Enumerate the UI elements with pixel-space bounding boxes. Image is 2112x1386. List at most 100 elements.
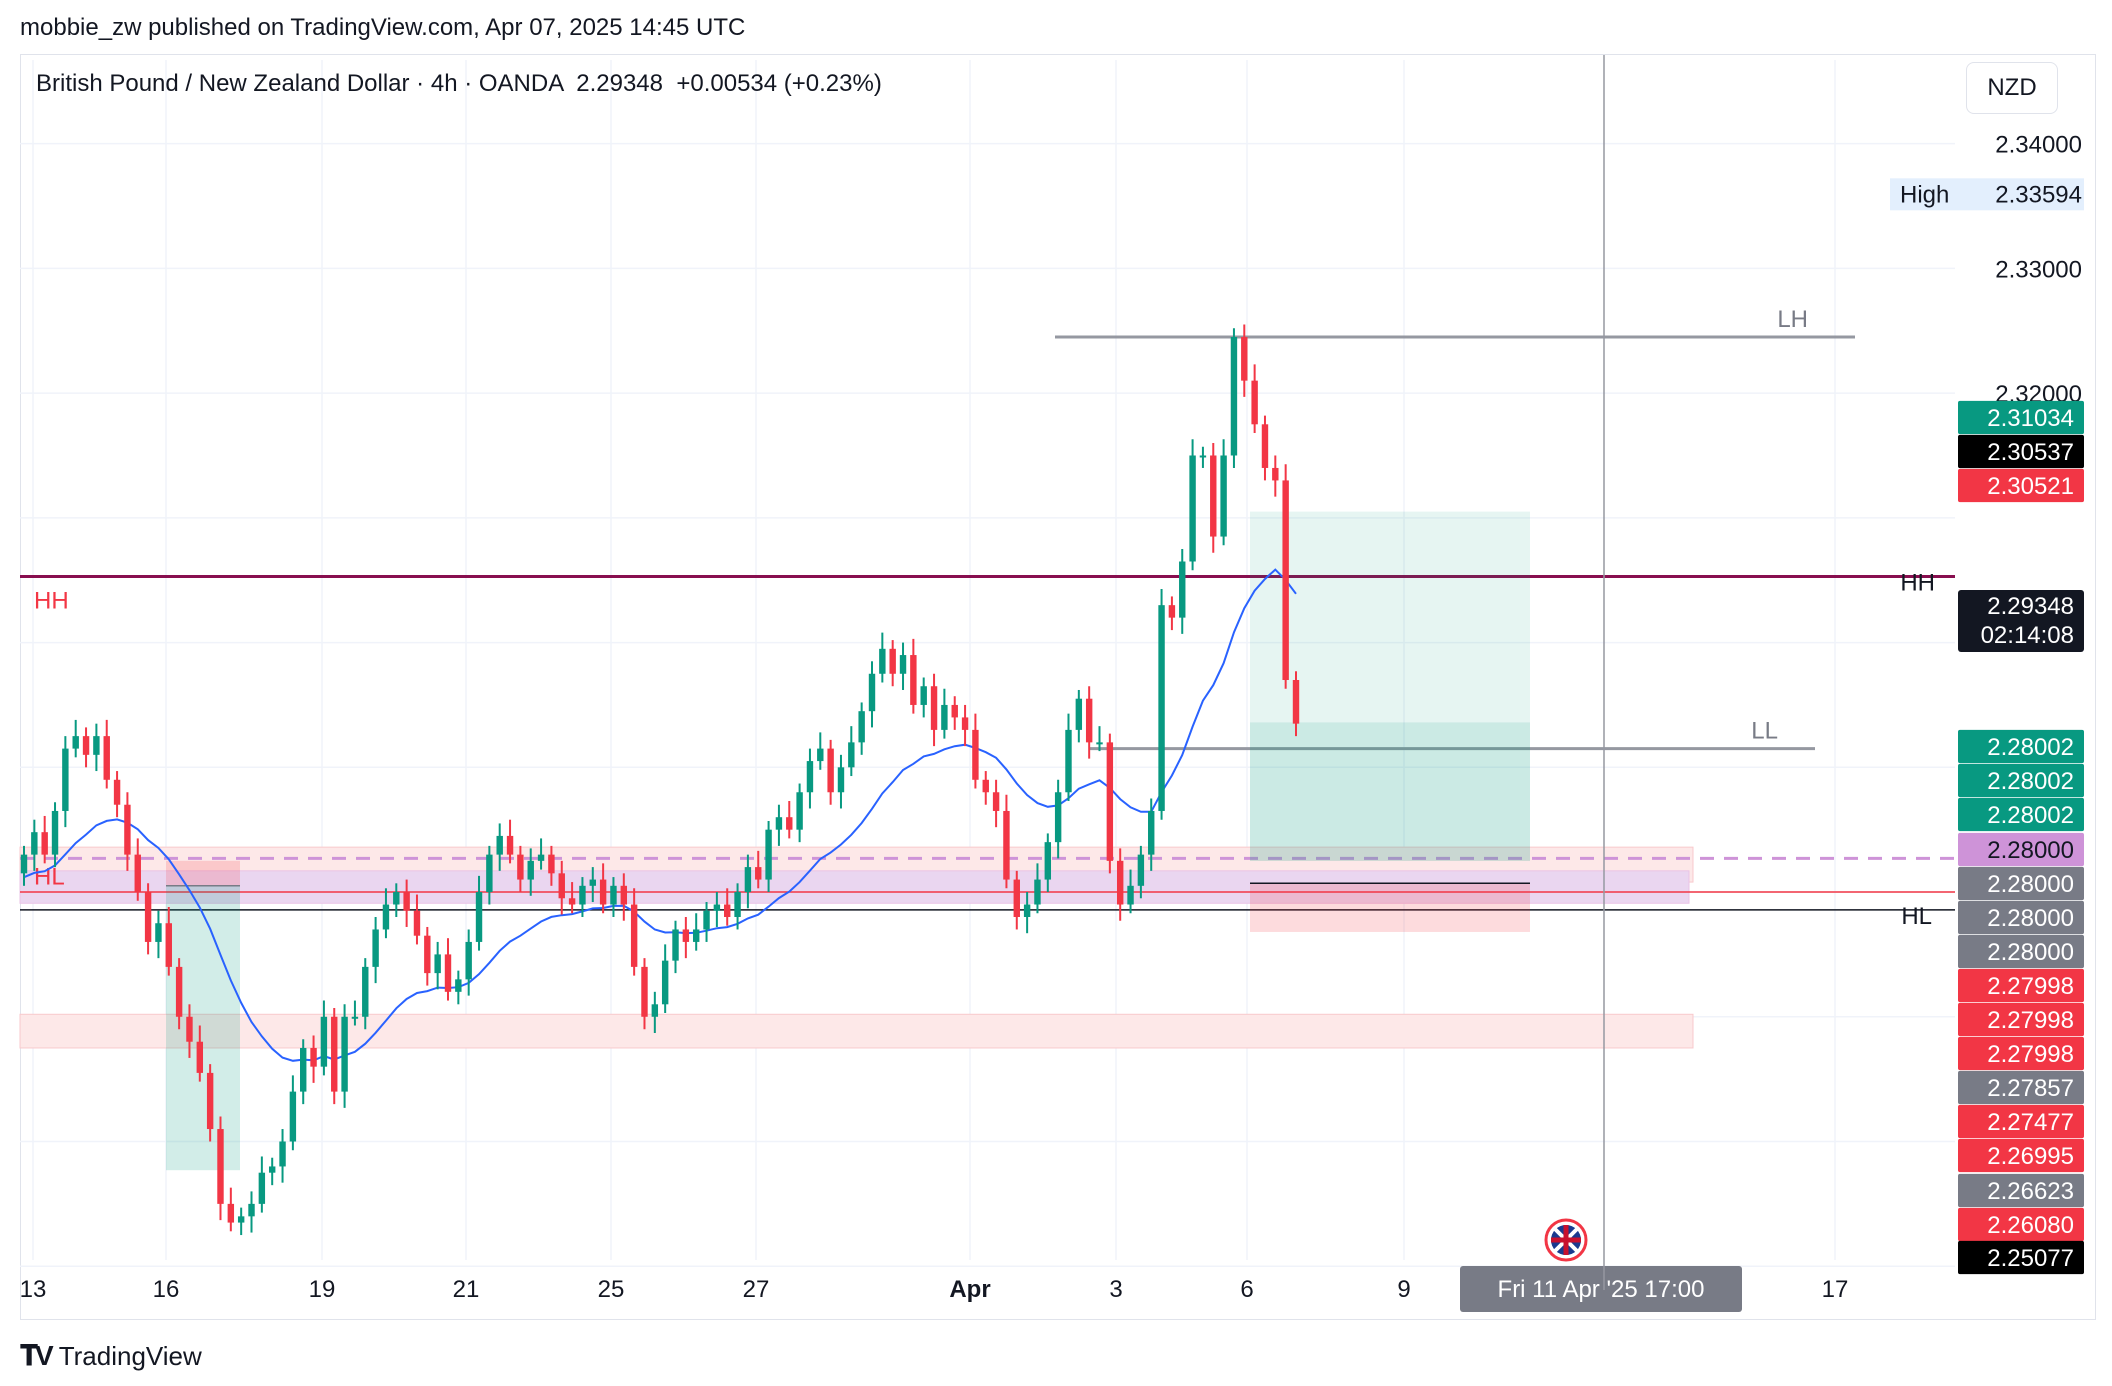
candle-up <box>300 1047 307 1092</box>
price-label-value: 2.28000 <box>1987 837 2074 864</box>
y-tick-label: 2.33000 <box>1995 256 2082 283</box>
candle-up <box>268 1166 276 1173</box>
x-tick-label: 27 <box>743 1276 770 1303</box>
candle-down <box>961 717 969 730</box>
candle-up <box>351 1016 359 1019</box>
candle-up <box>848 742 855 768</box>
level-label-hh: HH <box>1900 569 1935 596</box>
candle-up <box>237 1216 245 1223</box>
ma-line <box>23 568 1297 1062</box>
candle-up <box>289 1091 297 1142</box>
tradingview-logo-icon: 𝐓V <box>20 1340 54 1371</box>
candle-up <box>703 910 710 930</box>
candle-up <box>486 854 493 893</box>
candle-down <box>134 854 141 893</box>
candle-down <box>196 1041 204 1073</box>
candle-down <box>1251 380 1258 425</box>
candle-down <box>1106 742 1114 861</box>
candle-down <box>641 966 648 1017</box>
candle-up <box>372 929 379 967</box>
price-label-value: 2.30537 <box>1987 439 2074 466</box>
candle-up <box>920 686 927 705</box>
price-label-value: 2.27998 <box>1987 1041 2074 1068</box>
candle-down <box>930 686 938 730</box>
price-label: 2.31034 <box>1958 400 2084 435</box>
candle-up <box>1127 885 1134 905</box>
candle-down <box>827 748 834 793</box>
time-axis: 13 16 19 21 25 27 Apr 3 6 9 17 Fri 11 Apr '25 17:00 <box>20 1266 1849 1312</box>
candle-down <box>786 817 793 830</box>
currency-button[interactable]: NZD <box>1966 62 2058 114</box>
price-label: 2.28002 <box>1958 729 2084 764</box>
candle-down <box>755 867 762 880</box>
price-label: 2.28002 <box>1958 763 2084 798</box>
candle-up <box>806 761 814 793</box>
price-label-value: 2.28002 <box>1987 802 2074 829</box>
high-label-value: 2.33594 <box>1995 181 2082 208</box>
candle-up <box>1199 455 1207 458</box>
candle-up <box>1034 879 1041 905</box>
price-label: 2.27857 <box>1958 1070 2084 1105</box>
high-label-box <box>1890 178 2084 211</box>
footer-brand[interactable]: 𝐓V TradingView <box>20 1340 202 1373</box>
position-profit-fill <box>1250 722 1530 861</box>
level-label-lh: LH <box>1777 306 1808 333</box>
crosshair-time-box <box>1460 1266 1742 1312</box>
candle-up <box>93 736 100 755</box>
candle-down <box>1168 605 1176 618</box>
price-label-value: 2.28000 <box>1987 939 2074 966</box>
candle-up <box>1137 854 1145 886</box>
candle-up <box>248 1203 255 1217</box>
candle-up <box>155 923 162 942</box>
candle-up <box>672 929 679 961</box>
price-label-value: 2.27998 <box>1987 973 2074 1000</box>
candle-up <box>651 1004 659 1017</box>
price-label-box <box>1958 900 2084 935</box>
price-label-box <box>1958 729 2084 764</box>
candle-up <box>1179 561 1186 618</box>
price-label-value: 2.26080 <box>1987 1212 2074 1239</box>
last-price-value: 2.29348 <box>1987 593 2074 620</box>
candle-up <box>62 748 69 811</box>
candle-up <box>393 892 400 905</box>
price-label: 2.28000 <box>1958 900 2084 935</box>
candle-up <box>1096 742 1103 745</box>
price-label-value: 2.26995 <box>1987 1143 2074 1170</box>
x-tick-label: 25 <box>598 1276 625 1303</box>
candle-down <box>124 804 131 855</box>
x-tick-label: 13 <box>20 1276 47 1303</box>
candle-up <box>868 673 876 712</box>
price-label-box <box>1958 1002 2084 1037</box>
x-tick-label: 17 <box>1822 1276 1849 1303</box>
candle-up <box>589 879 596 886</box>
price-label-value: 2.28000 <box>1987 905 2074 932</box>
candle-up <box>320 1016 328 1067</box>
price-label-value: 2.27857 <box>1987 1075 2074 1102</box>
price-label: 2.26995 <box>1958 1138 2084 1173</box>
candle-down <box>413 910 421 936</box>
candle-down <box>558 873 565 899</box>
price-label-box <box>1958 1207 2084 1242</box>
candle-up <box>661 960 669 1005</box>
candle-down <box>1116 860 1124 905</box>
candle-down <box>1282 480 1289 680</box>
candle-down <box>175 966 183 1017</box>
price-label: 2.28002 <box>1958 797 2084 832</box>
candle-up <box>1220 455 1227 537</box>
demand-zone-lower <box>19 1013 1694 1049</box>
price-label-value: 2.27477 <box>1987 1109 2074 1136</box>
moving-average <box>23 568 1297 1062</box>
candle-up <box>496 835 503 855</box>
candle-up <box>1044 842 1052 880</box>
candle-up <box>796 792 803 830</box>
candle-down <box>310 1047 317 1067</box>
candle-up <box>1148 810 1155 855</box>
candles <box>20 324 1300 1236</box>
candle-up <box>434 954 441 974</box>
price-label-box <box>1958 1104 2084 1139</box>
price-label: 2.25077 <box>1958 1240 2084 1275</box>
price-label-box <box>1958 866 2084 901</box>
candle-down <box>144 892 152 942</box>
position-boxes <box>166 511 1530 1171</box>
